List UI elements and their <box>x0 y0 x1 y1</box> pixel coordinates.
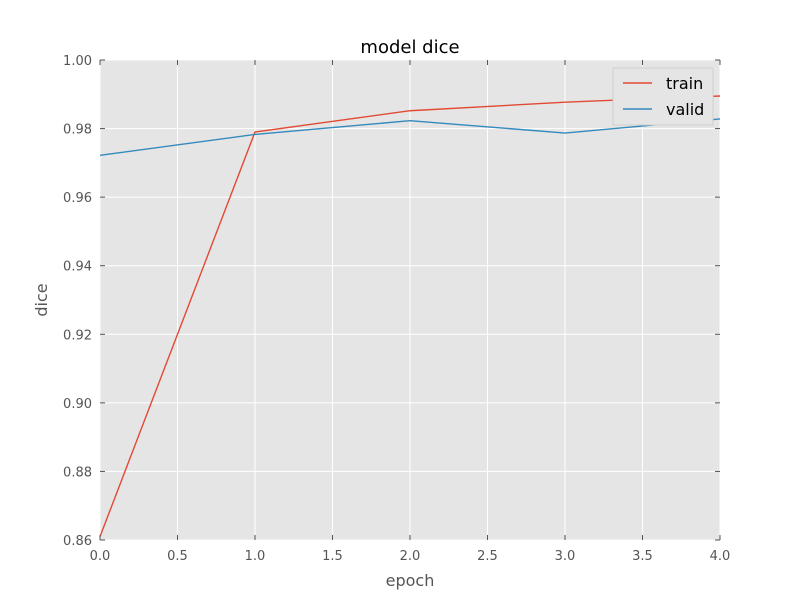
legend-box <box>612 67 714 126</box>
tick-marks <box>99 59 721 541</box>
legend: train valid <box>612 67 714 126</box>
y-tick-labels: 0.86 0.88 0.90 0.92 0.94 0.96 0.98 1.00 <box>63 54 92 549</box>
legend-label-valid: valid <box>666 100 704 119</box>
x-tick-label: 3.5 <box>632 549 653 564</box>
y-tick-label: 0.88 <box>63 465 92 480</box>
y-tick-label: 0.94 <box>63 260 92 275</box>
y-tick-label: 0.86 <box>63 534 92 549</box>
x-tick-label: 0.5 <box>167 549 188 564</box>
series-line-valid <box>99 118 721 157</box>
x-tick-label: 3.0 <box>555 549 576 564</box>
y-tick-label: 0.92 <box>63 328 92 343</box>
chart-title: model dice <box>360 37 459 58</box>
x-tick-label: 2.5 <box>477 549 498 564</box>
y-tick-label: 0.90 <box>63 397 92 412</box>
x-tick-labels: 0.0 0.5 1.0 1.5 2.0 2.5 3.0 3.5 4.0 <box>90 549 731 564</box>
x-axis-label: epoch <box>386 571 435 590</box>
x-tick-label: 4.0 <box>710 549 731 564</box>
y-axis-label: dice <box>32 283 51 316</box>
y-tick-label: 1.00 <box>63 54 92 69</box>
x-tick-label: 0.0 <box>90 549 111 564</box>
y-tick-label: 0.96 <box>63 191 92 206</box>
x-tick-label: 1.0 <box>245 549 266 564</box>
x-tick-label: 2.0 <box>400 549 421 564</box>
y-tick-label: 0.98 <box>63 123 92 138</box>
x-tick-label: 1.5 <box>322 549 343 564</box>
legend-label-train: train <box>666 74 703 93</box>
